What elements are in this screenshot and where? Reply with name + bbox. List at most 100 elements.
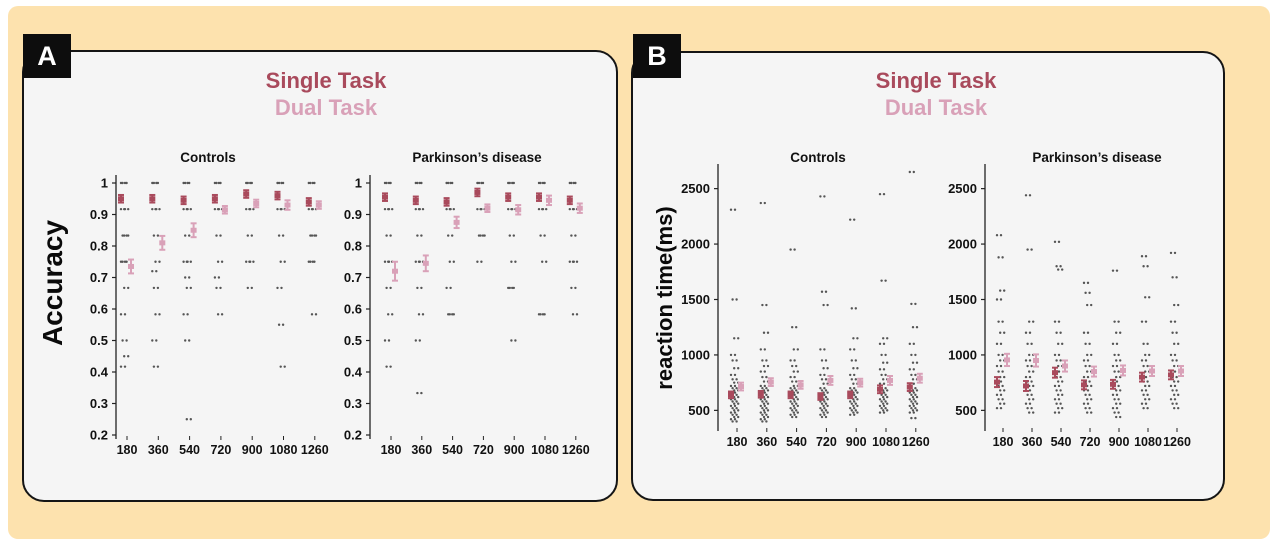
data-point — [763, 404, 766, 408]
chart-title: Parkinson’s disease — [1032, 150, 1162, 165]
data-point — [1024, 194, 1028, 197]
mean-marker — [817, 394, 824, 400]
y-tick-label: 0.7 — [90, 270, 108, 285]
data-point — [819, 400, 822, 403]
data-point — [277, 323, 281, 326]
data-point — [572, 260, 575, 263]
data-point — [1001, 320, 1004, 323]
data-point — [1057, 384, 1061, 388]
data-point — [1028, 331, 1032, 334]
data-point — [1088, 393, 1091, 397]
data-point — [185, 286, 188, 290]
data-point — [731, 420, 734, 423]
data-point — [246, 234, 249, 237]
data-point — [819, 373, 822, 377]
data-point — [1090, 384, 1093, 388]
data-point — [1169, 384, 1173, 388]
data-point — [480, 207, 483, 211]
x-tick-label: 360 — [1022, 435, 1043, 449]
data-point — [765, 303, 768, 307]
x-tick-label: 900 — [504, 443, 525, 457]
data-point — [1032, 370, 1035, 373]
data-point — [884, 373, 887, 377]
data-point — [387, 207, 391, 211]
data-point — [762, 364, 766, 368]
data-point — [880, 373, 883, 377]
data-point — [856, 391, 859, 394]
data-point — [1001, 256, 1004, 259]
x-tick-label: 540 — [442, 443, 463, 457]
data-point — [389, 286, 392, 290]
data-point — [1173, 353, 1177, 357]
data-point — [479, 234, 482, 237]
data-point — [158, 260, 161, 263]
data-point — [761, 303, 764, 307]
data-point — [385, 286, 388, 290]
data-point — [283, 260, 286, 263]
data-point — [154, 260, 157, 263]
data-point — [759, 348, 762, 351]
mean-marker — [1033, 357, 1039, 363]
data-point — [1090, 398, 1093, 401]
x-tick-label: 540 — [179, 443, 200, 457]
mean-marker — [1110, 381, 1116, 387]
y-tick-label: 0.2 — [344, 428, 362, 443]
data-point — [512, 234, 515, 237]
data-point — [1057, 393, 1060, 397]
data-point — [1171, 331, 1174, 334]
mean-marker — [728, 392, 734, 398]
data-point — [387, 313, 390, 316]
data-point — [385, 365, 388, 368]
data-point — [733, 391, 737, 394]
data-point — [477, 181, 481, 185]
data-point — [791, 326, 794, 329]
data-point — [852, 367, 855, 370]
data-point — [912, 404, 915, 408]
data-point — [1117, 398, 1120, 401]
data-point — [1086, 375, 1090, 379]
x-tick-label: 1080 — [1134, 435, 1162, 449]
data-point — [279, 260, 282, 263]
data-point — [884, 393, 887, 397]
data-point — [1028, 402, 1032, 405]
data-point — [882, 409, 885, 412]
data-point — [880, 279, 883, 282]
data-point — [733, 373, 737, 377]
data-point — [997, 320, 1000, 323]
mean-marker — [906, 384, 913, 390]
data-point — [911, 378, 915, 381]
data-point — [735, 413, 738, 417]
data-point — [737, 395, 740, 399]
data-point — [1059, 389, 1062, 392]
data-point — [476, 207, 479, 211]
data-point — [997, 256, 1000, 259]
data-point — [385, 234, 388, 237]
mean-marker — [1062, 363, 1068, 369]
mean-marker — [484, 205, 491, 211]
data-point — [1175, 359, 1178, 362]
data-point — [1169, 251, 1173, 255]
data-point — [914, 400, 917, 403]
data-point — [1119, 402, 1122, 405]
data-point — [416, 234, 419, 237]
data-point — [1140, 402, 1144, 405]
data-point — [999, 331, 1002, 334]
data-point — [1119, 389, 1122, 392]
data-point — [445, 207, 448, 211]
data-point — [886, 395, 889, 399]
data-point — [826, 303, 829, 307]
data-point — [763, 370, 766, 373]
data-point — [882, 378, 885, 381]
data-point — [1117, 384, 1120, 388]
mean-marker — [827, 377, 834, 383]
data-point — [508, 234, 511, 237]
panel-b-frame — [631, 51, 1225, 501]
data-point — [452, 207, 455, 211]
data-point — [121, 181, 124, 185]
data-point — [789, 400, 792, 403]
data-point — [824, 395, 828, 399]
data-point — [1003, 402, 1006, 405]
data-point — [731, 359, 734, 362]
data-point — [793, 375, 796, 379]
